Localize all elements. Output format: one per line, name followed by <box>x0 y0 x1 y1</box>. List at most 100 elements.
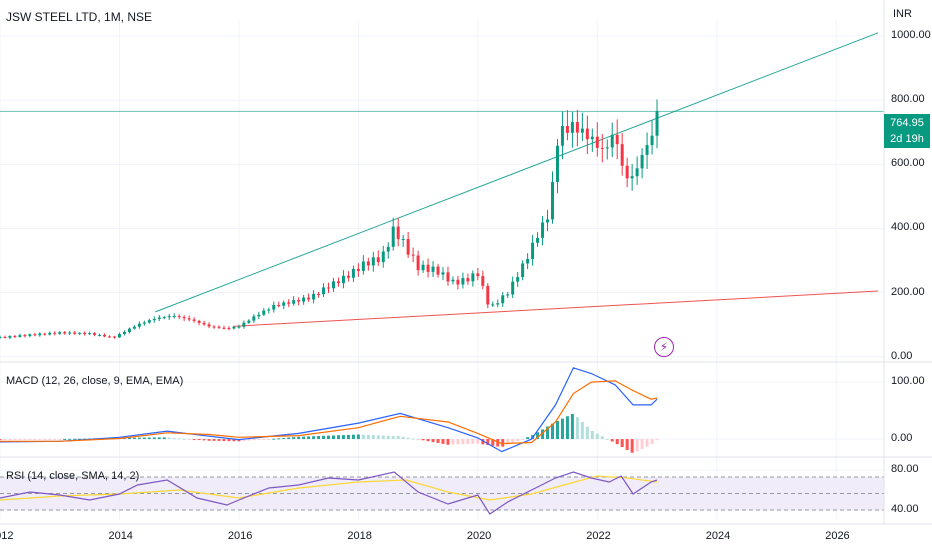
macd-histogram-bar <box>232 439 236 442</box>
candle-body <box>23 335 27 337</box>
macd-histogram-bar <box>516 439 520 441</box>
candle-body <box>555 145 559 182</box>
macd-histogram-bar <box>436 439 440 443</box>
macd-line <box>0 367 658 453</box>
candle-body <box>366 261 370 266</box>
x-tick-label: 2018 <box>347 530 372 542</box>
candle-body <box>217 326 221 328</box>
candle-body <box>267 309 271 311</box>
macd-histogram-bar <box>521 439 525 441</box>
candle-body <box>546 219 550 223</box>
macd-histogram-bar <box>615 439 619 445</box>
macd-histogram-bar <box>38 439 42 441</box>
trendline-upper <box>155 32 879 313</box>
macd-label[interactable]: MACD (12, 26, close, 9, EMA, EMA) <box>6 375 184 387</box>
candle-body <box>317 293 321 295</box>
macd-histogram-bar <box>456 439 460 445</box>
macd-histogram-bar <box>551 423 554 440</box>
candle-body <box>585 128 589 140</box>
macd-histogram-bar <box>127 437 131 440</box>
macd-histogram-bar <box>252 439 256 441</box>
candle-body <box>386 246 390 252</box>
candle-body <box>501 295 505 304</box>
macd-histogram-bar <box>401 436 405 440</box>
candle-body <box>68 332 72 334</box>
macd-histogram-bar <box>655 439 659 441</box>
candle-body <box>511 281 515 295</box>
macd-histogram-bar <box>595 433 599 440</box>
candle-body <box>331 281 335 289</box>
candle-body <box>312 293 316 300</box>
x-tick-label: 2016 <box>227 530 253 542</box>
macd-histogram-bar <box>297 436 301 440</box>
macd-histogram-bar <box>620 439 624 448</box>
candle-body <box>521 263 525 278</box>
macd-histogram-bar <box>227 439 231 442</box>
candle-body <box>346 275 350 278</box>
candles[interactable] <box>0 99 659 340</box>
candle-body <box>461 278 465 285</box>
macd-histogram-bar <box>18 439 22 441</box>
macd-histogram-bar <box>187 439 191 441</box>
rsi-label[interactable]: RSI (14, close, SMA, 14, 2) <box>6 470 140 482</box>
candle-body <box>162 317 166 319</box>
macd-histogram-bar <box>3 439 7 441</box>
candle-body <box>292 300 296 304</box>
macd-histogram-bar <box>132 437 136 440</box>
x-tick-label: 2026 <box>825 530 850 542</box>
candle-body <box>78 332 82 334</box>
candle-body <box>277 305 281 307</box>
macd-histogram-bar <box>650 439 654 444</box>
candle-body <box>88 333 92 335</box>
candle-body <box>53 332 57 334</box>
macd-histogram-bar <box>486 439 490 446</box>
candle-body <box>272 305 276 310</box>
candle-body <box>371 257 375 266</box>
macd-histogram-bar <box>351 434 355 440</box>
candle-body <box>98 334 102 336</box>
macd-histogram-bar <box>142 437 146 440</box>
macd-histogram-bar <box>267 439 271 441</box>
lightning-icon[interactable]: ⚡ <box>654 337 674 357</box>
candle-body <box>152 318 156 321</box>
candle-body <box>282 302 286 306</box>
macd-histogram-bar <box>346 434 350 440</box>
macd-histogram-bar <box>307 436 311 440</box>
candle-body <box>127 328 131 333</box>
macd-histogram-bar <box>506 439 510 445</box>
y-tick-macd: 0.00 <box>891 432 913 445</box>
x-tick-label: 2020 <box>466 530 492 542</box>
y-tick-rsi: 40.00 <box>891 503 919 515</box>
candle-body <box>262 310 266 315</box>
candle-body <box>112 336 116 338</box>
candle-body <box>137 323 141 327</box>
candle-body <box>456 279 460 285</box>
candle-body <box>391 226 395 247</box>
macd-histogram-bar <box>600 436 604 440</box>
pane-separators[interactable] <box>0 0 932 525</box>
rsi-band <box>0 476 884 511</box>
macd-histogram-bar <box>192 439 196 441</box>
candle-body <box>28 334 32 337</box>
candle-body <box>630 176 634 179</box>
macd-histogram-bar <box>471 439 475 444</box>
candle-body <box>322 287 326 295</box>
candle-body <box>177 316 181 318</box>
y-tick-main: 400.00 <box>891 221 925 234</box>
candle-body <box>570 122 574 133</box>
candle-body <box>336 281 340 284</box>
macd-histogram-bar <box>481 439 485 445</box>
candle-body <box>426 264 430 272</box>
trendlines[interactable] <box>155 32 879 327</box>
macd-histogram-bar <box>541 429 545 440</box>
candle-body <box>406 238 410 255</box>
macd-histogram-bar <box>570 413 574 440</box>
x-tick-label: 2014 <box>108 530 133 542</box>
macd-histogram-bar <box>58 439 62 441</box>
symbol-title[interactable]: JSW STEEL LTD, 1M, NSE <box>6 10 153 24</box>
candle-body <box>516 277 520 282</box>
candle-body <box>48 332 52 335</box>
macd-histogram-bar <box>511 439 515 443</box>
candle-body <box>257 314 261 317</box>
